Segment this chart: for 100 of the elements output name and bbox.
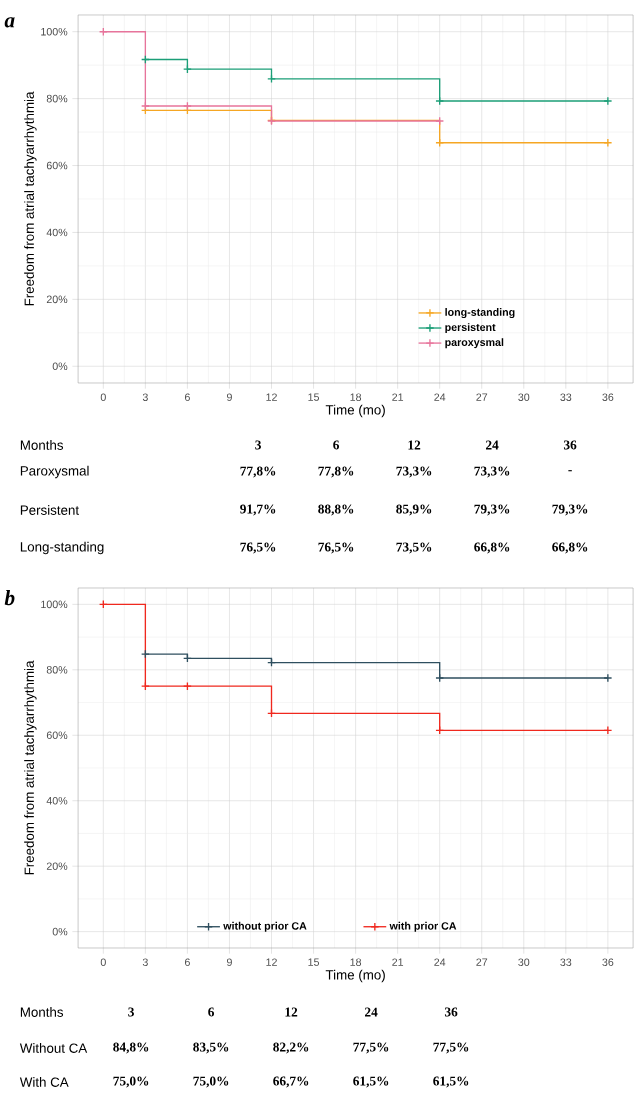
- y-tick-label: 100%: [41, 27, 68, 36]
- category-label: Long-standing: [20, 541, 104, 555]
- x-tick-label: 24: [434, 958, 446, 966]
- text: 88,8%: [318, 504, 354, 516]
- text: 73,3%: [474, 466, 510, 478]
- category-label: 3: [255, 440, 261, 450]
- x-tick-label: 3: [142, 393, 148, 401]
- category-label: 12: [285, 1007, 298, 1017]
- x-tick-label: 27: [476, 393, 488, 401]
- text: 76,5%: [240, 542, 276, 554]
- x-tick-label: 6: [184, 958, 190, 966]
- y-tick-label: 40%: [46, 796, 68, 805]
- text: Months: [20, 1007, 63, 1017]
- text: 77,5%: [353, 1042, 389, 1054]
- text: 76,5%: [318, 542, 354, 554]
- x-tick-label: 18: [350, 393, 362, 401]
- x-tick-label: 9: [226, 393, 232, 401]
- x-tick-label: 33: [560, 958, 572, 966]
- y-tick-label: 60%: [46, 731, 68, 740]
- text: 82,2%: [273, 1042, 309, 1054]
- category-label: 36: [563, 440, 577, 450]
- point: [267, 74, 276, 84]
- point: [603, 725, 613, 735]
- text: 66,8%: [474, 542, 510, 554]
- text: 61,5%: [433, 1076, 469, 1088]
- point: [140, 101, 150, 111]
- x-tick-label: 12: [266, 393, 277, 401]
- x-tick-label: 12: [266, 958, 277, 966]
- category-label: 24: [364, 1007, 378, 1017]
- text: 75,0%: [113, 1076, 149, 1088]
- x-tick-label: 18: [350, 958, 362, 966]
- category-label: With CA: [19, 1077, 69, 1087]
- x-tick-label: 30: [518, 393, 530, 401]
- text: 84,8%: [113, 1042, 149, 1054]
- x-tick-label: 30: [518, 958, 530, 966]
- point: [435, 116, 445, 126]
- text: Months: [20, 440, 63, 450]
- legend-label: paroxysmal: [445, 338, 504, 349]
- x-tick-label: 0: [100, 958, 106, 966]
- y-tick-label: 20%: [46, 295, 68, 304]
- category-label: Persistent: [20, 505, 79, 515]
- y-tick-label: 80%: [46, 666, 68, 674]
- category-label: Paroxysmal: [20, 465, 89, 479]
- x-axis-title: Time (mo): [325, 969, 385, 983]
- text: 73,5%: [396, 542, 432, 554]
- legend-label: with prior CA: [389, 921, 457, 932]
- x-tick-label: 0: [100, 393, 106, 401]
- x-tick-label: 15: [308, 958, 319, 966]
- point: [435, 96, 445, 106]
- x-tick-label: 33: [560, 393, 572, 401]
- category-label: 24: [485, 440, 499, 450]
- x-tick-label: 27: [476, 958, 488, 966]
- y-axis-title: Freedom from atrial tachyarrhythmia: [24, 91, 37, 306]
- x-tick-label: 21: [392, 393, 404, 401]
- category-label: 6: [208, 1007, 214, 1017]
- y-tick-label: 20%: [46, 862, 68, 870]
- text: 79,3%: [552, 504, 588, 516]
- chart-title: b: [4, 590, 15, 606]
- text: 66,7%: [273, 1076, 309, 1088]
- text: 61,5%: [353, 1076, 389, 1088]
- x-tick-label: 15: [308, 393, 319, 401]
- point: [603, 138, 613, 148]
- category-label: 36: [444, 1007, 458, 1017]
- chart-title: a: [4, 17, 15, 28]
- point: [182, 101, 192, 111]
- x-tick-label: 24: [434, 393, 446, 401]
- category-label: 3: [128, 1007, 134, 1017]
- y-tick-label: 80%: [46, 94, 68, 103]
- y-tick-label: 0%: [52, 927, 68, 936]
- category-label: Without CA: [19, 1043, 88, 1053]
- legend-label: long-standing: [445, 308, 515, 319]
- x-tick-label: 9: [226, 958, 232, 966]
- x-axis-title: Time (mo): [325, 404, 385, 418]
- point: [603, 673, 613, 683]
- y-tick-label: 60%: [46, 161, 68, 170]
- y-axis-title: Freedom from atrial tachyarrhythmia: [24, 660, 37, 875]
- y-tick-label: 40%: [46, 228, 68, 237]
- x-tick-label: 6: [184, 393, 190, 401]
- text: 75,0%: [193, 1076, 229, 1088]
- x-tick-label: 36: [602, 393, 614, 401]
- legend-label: persistent: [445, 323, 496, 334]
- text: 77,5%: [433, 1042, 469, 1054]
- text: 79,3%: [474, 504, 510, 516]
- point: [603, 96, 613, 106]
- text: 91,7%: [240, 504, 276, 516]
- y-tick-label: 0%: [52, 362, 68, 371]
- y-tick-label: 100%: [41, 600, 68, 609]
- x-tick-label: 21: [392, 958, 404, 966]
- point: [140, 649, 150, 659]
- text: 66,8%: [552, 542, 588, 554]
- text: 85,9%: [396, 504, 432, 516]
- text: -: [568, 470, 572, 472]
- category-label: 12: [408, 440, 421, 450]
- text: 77,8%: [318, 466, 354, 478]
- text: 77,8%: [240, 466, 276, 478]
- legend-label: without prior CA: [223, 921, 307, 932]
- x-tick-label: 36: [602, 958, 614, 966]
- text: 73,3%: [396, 466, 432, 478]
- point: [435, 673, 445, 683]
- x-tick-label: 3: [142, 958, 148, 966]
